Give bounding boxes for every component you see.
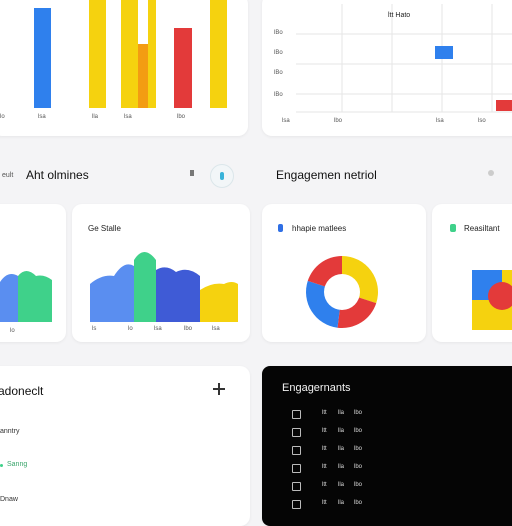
donut-card: hhapie matlees <box>262 204 426 342</box>
result-label-icon <box>450 224 456 232</box>
x-tick-d: lso <box>478 118 486 124</box>
row-icon[interactable] <box>292 446 301 455</box>
section-small-label: eult <box>2 172 14 179</box>
row-value: lbo <box>354 446 363 452</box>
x-tick-a: lsa <box>282 118 290 124</box>
row-icon[interactable] <box>292 464 301 473</box>
row-value: lbo <box>354 482 363 488</box>
top-left-bar-chart <box>34 0 227 108</box>
toggle-icon[interactable] <box>190 170 194 176</box>
bar-red <box>174 28 192 108</box>
ge-tick-3: lsa <box>154 326 162 332</box>
bottom-left-panel: adoneclt anntry Sanng Dnaw <box>0 366 250 526</box>
toggle-button[interactable] <box>210 164 234 188</box>
row-value: lbo <box>354 500 363 506</box>
small-area-chart <box>0 271 52 322</box>
row-value: lla <box>338 464 345 470</box>
section-header-left: eult Aht olmines <box>0 150 250 200</box>
engagements-panel: Engagernants ltt lla lbo ltt lla lbo ltt lla lbo… <box>262 366 512 526</box>
scatter-point-blue <box>435 46 453 59</box>
result-label: Reasiltant <box>464 224 500 233</box>
y-tick-2: lBo <box>274 50 283 56</box>
chart-title: ltt Hato <box>388 12 411 19</box>
engagement-header: Engagemen netriol <box>262 150 512 200</box>
row-value: lbo <box>354 428 363 434</box>
row-value: ltt <box>322 428 327 434</box>
bar-orange <box>138 44 148 108</box>
row-value: lla <box>338 482 345 488</box>
x-tick-2: lsa <box>38 114 46 120</box>
bar-yellow-3 <box>148 0 156 108</box>
donut-label: hhapie matlees <box>292 224 347 233</box>
x-tick-5: lbo <box>177 114 186 120</box>
donut-hole <box>324 274 360 310</box>
ge-stalle-label: Ge Stalle <box>88 224 121 233</box>
small-area-card: lo <box>0 204 66 342</box>
engagements-title: Engagernants <box>282 382 351 394</box>
area-blue-large <box>90 264 134 322</box>
ge-tick-2: lo <box>128 326 133 332</box>
result-shape <box>472 270 512 330</box>
row-value: lla <box>338 410 345 416</box>
row-value: ltt <box>322 464 327 470</box>
toggle-dot <box>220 172 224 180</box>
ge-stalle-chart <box>90 252 238 322</box>
row-value: lla <box>338 446 345 452</box>
item-3[interactable]: Dnaw <box>0 496 18 503</box>
bar-blue <box>34 8 51 108</box>
row-icon[interactable] <box>292 482 301 491</box>
ge-tick-1: ls <box>92 326 97 332</box>
row-value: lla <box>338 428 345 434</box>
section-title: Aht olmines <box>26 168 89 182</box>
x-tick-b: lbo <box>334 118 343 124</box>
scatter-point-red <box>496 100 512 111</box>
row-icon[interactable] <box>292 428 301 437</box>
x-tick-4: lsa <box>124 114 132 120</box>
x-tick-3: lla <box>92 114 99 120</box>
y-tick-1: lBo <box>274 30 283 36</box>
row-value: ltt <box>322 500 327 506</box>
area-green-large <box>134 252 156 322</box>
top-right-grid <box>296 4 512 113</box>
ge-stalle-card: Ge Stalle ls lo lsa lbo lsa <box>72 204 250 342</box>
item-2-dot <box>0 464 3 467</box>
item-1[interactable]: anntry <box>0 428 20 435</box>
item-2[interactable]: Sanng <box>7 461 28 468</box>
donut-label-icon <box>278 224 283 232</box>
result-card: Reasiltant <box>432 204 512 342</box>
plus-icon[interactable] <box>212 382 226 396</box>
bar-yellow-4 <box>210 0 227 108</box>
top-right-chart-card: ltt Hato lBo lBo lBo lBo lsa lbo lsa lso <box>262 0 512 136</box>
engagement-icon[interactable] <box>488 170 494 176</box>
row-value: lbo <box>354 410 363 416</box>
x-tick-c: lsa <box>436 118 444 124</box>
y-tick-4: lBo <box>274 92 283 98</box>
donut-chart <box>306 256 378 328</box>
area-royal-blue <box>156 267 200 322</box>
ge-tick-4: lbo <box>184 326 193 332</box>
area-green <box>18 271 52 322</box>
small-area-tick: lo <box>10 328 15 334</box>
row-value: ltt <box>322 410 327 416</box>
bottom-left-title: adoneclt <box>0 384 44 398</box>
row-value: lbo <box>354 464 363 470</box>
x-tick-1: lo <box>0 114 5 120</box>
ge-tick-5: lsa <box>212 326 220 332</box>
row-value: ltt <box>322 446 327 452</box>
row-icon[interactable] <box>292 410 301 419</box>
engagement-title: Engagemen netriol <box>276 168 377 182</box>
bar-yellow-1 <box>89 0 106 108</box>
row-icon[interactable] <box>292 500 301 509</box>
top-left-chart-card: lo lsa lla lsa lbo <box>0 0 248 136</box>
bar-yellow-2 <box>121 0 138 108</box>
y-tick-3: lBo <box>274 70 283 76</box>
row-value: lla <box>338 500 345 506</box>
row-value: ltt <box>322 482 327 488</box>
area-blue <box>0 274 18 322</box>
area-yellow <box>200 282 238 322</box>
